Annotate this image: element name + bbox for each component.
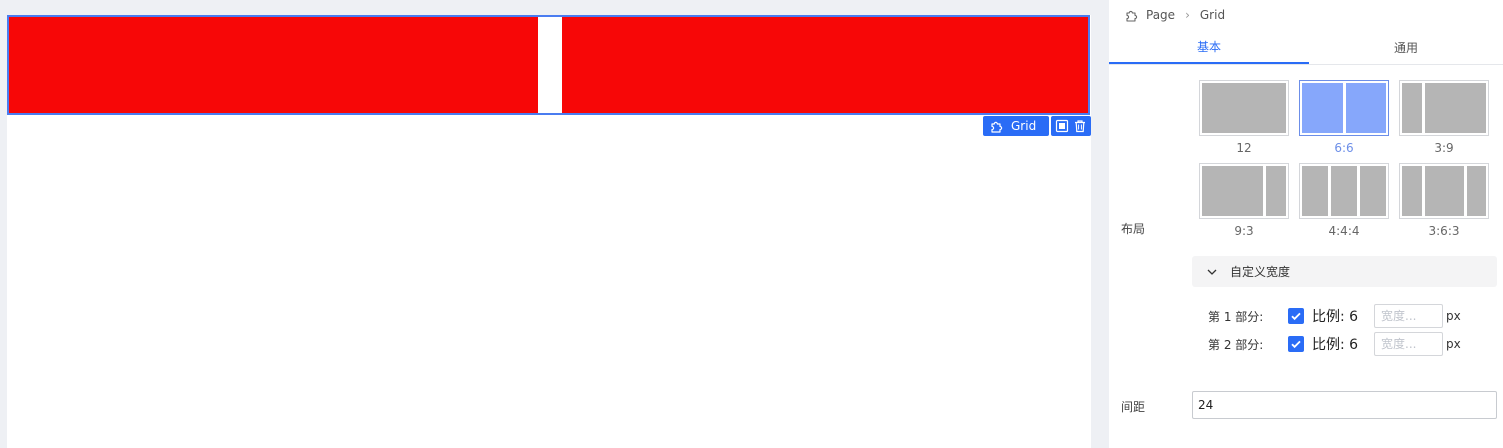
layout-column-segment (1265, 166, 1286, 216)
part-1-ratio: 比例: 6 (1312, 306, 1374, 326)
part-row-1: 第 1 部分: 比例: 6 px (1208, 304, 1461, 328)
part-label: 第 2 部分: (1208, 337, 1264, 352)
layout-column-segment (1202, 83, 1286, 133)
grid-component[interactable] (7, 15, 1090, 115)
layout-options: 12 6:6 3:9 9:3 4:4:4 3:6:3 (1199, 80, 1499, 246)
copy-icon[interactable] (1055, 119, 1069, 133)
puzzle-icon (1126, 10, 1138, 22)
layout-column-segment (1425, 83, 1486, 133)
layout-column-segment (1360, 166, 1386, 216)
custom-width-title: 自定义宽度 (1230, 265, 1291, 279)
layout-preview (1299, 163, 1389, 219)
layout-column-segment (1202, 166, 1263, 216)
layout-preview (1199, 163, 1289, 219)
puzzle-icon (991, 121, 1003, 133)
layout-caption: 4:4:4 (1328, 224, 1360, 238)
layout-column-segment (1302, 83, 1343, 133)
layout-option[interactable]: 12 (1199, 80, 1289, 163)
breadcrumb-item-grid[interactable]: Grid (1199, 8, 1226, 22)
editor-canvas: Grid (7, 15, 1091, 448)
chevron-down-icon (1207, 269, 1217, 275)
layout-option[interactable]: 6:6 (1299, 80, 1389, 163)
part-2-width-input[interactable] (1374, 332, 1443, 356)
layout-column-segment (1345, 83, 1386, 133)
layout-option[interactable]: 3:6:3 (1399, 163, 1489, 246)
grid-column-1[interactable] (9, 17, 538, 113)
check-icon (1291, 340, 1301, 349)
layout-caption: 9:3 (1234, 224, 1254, 238)
layout-label: 布局 (1121, 222, 1146, 236)
part-2-ratio: 比例: 6 (1312, 334, 1374, 354)
grid-column-2[interactable] (562, 17, 1088, 113)
layout-preview (1399, 163, 1489, 219)
check-icon (1291, 312, 1301, 321)
chevron-right-icon: › (1185, 8, 1190, 22)
panel-tabs: 基本 通用 (1109, 30, 1503, 65)
part-1-width-input[interactable] (1374, 304, 1443, 328)
layout-option[interactable]: 4:4:4 (1299, 163, 1389, 246)
part-row-2: 第 2 部分: 比例: 6 px (1208, 332, 1461, 356)
layout-column-segment (1424, 166, 1464, 216)
part-1-checkbox[interactable] (1288, 308, 1304, 324)
ratio-value: 6 (1349, 337, 1359, 353)
layout-caption: 3:9 (1434, 141, 1454, 155)
unit-label: px (1446, 337, 1461, 351)
trash-icon[interactable] (1073, 119, 1087, 133)
tab-general[interactable]: 通用 (1393, 40, 1418, 55)
layout-caption: 6:6 (1334, 141, 1354, 155)
component-tag[interactable]: Grid (983, 116, 1049, 136)
layout-preview (1399, 80, 1489, 136)
gap-label: 间距 (1121, 400, 1146, 414)
properties-panel: Page › Grid 基本 通用 布局 12 6:6 3:9 9:3 4:4:4 3:6… (1109, 0, 1503, 448)
breadcrumb-item-page[interactable]: Page (1146, 8, 1176, 22)
part-label: 第 1 部分: (1208, 309, 1264, 324)
component-tag-label: Grid (1011, 119, 1037, 133)
gap-input[interactable] (1192, 391, 1497, 419)
component-actions (1051, 116, 1091, 136)
custom-width-toggle[interactable]: 自定义宽度 (1192, 256, 1497, 287)
layout-column-segment (1302, 166, 1328, 216)
ratio-value: 6 (1349, 309, 1359, 325)
layout-column-segment (1402, 83, 1423, 133)
layout-column-segment (1402, 166, 1422, 216)
unit-label: px (1446, 309, 1461, 323)
tab-basic[interactable]: 基本 (1109, 30, 1309, 64)
layout-preview (1299, 80, 1389, 136)
component-toolbar: Grid (983, 116, 1091, 136)
part-2-checkbox[interactable] (1288, 336, 1304, 352)
ratio-label: 比例: (1312, 309, 1345, 325)
layout-column-segment (1331, 166, 1357, 216)
layout-caption: 12 (1236, 141, 1252, 155)
layout-preview (1199, 80, 1289, 136)
layout-column-segment (1466, 166, 1486, 216)
ratio-label: 比例: (1312, 337, 1345, 353)
layout-option[interactable]: 9:3 (1199, 163, 1289, 246)
layout-caption: 3:6:3 (1428, 224, 1460, 238)
layout-option[interactable]: 3:9 (1399, 80, 1489, 163)
breadcrumb: Page › Grid (1124, 6, 1225, 24)
